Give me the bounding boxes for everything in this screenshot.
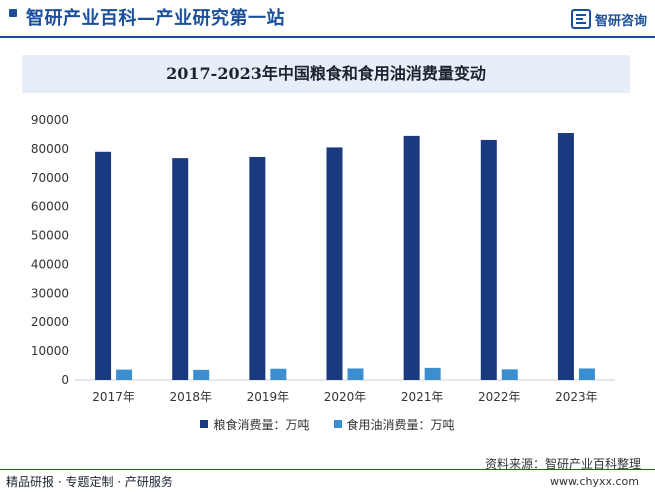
y-tick-label: 50000 — [31, 229, 69, 243]
footer-services: 精品研报 · 专题定制 · 产研服务 — [6, 475, 173, 489]
y-tick-label: 20000 — [31, 315, 69, 329]
header-divider — [0, 36, 655, 38]
chart-title-band: 2017-2023年中国粮食和食用油消费量变动 — [22, 55, 630, 93]
legend-item-oil: 食用油消费量：万吨 — [333, 416, 455, 433]
bar-grain — [326, 147, 343, 380]
footer-divider — [0, 469, 655, 470]
bar-grain — [403, 135, 420, 380]
y-tick-label: 30000 — [31, 286, 69, 300]
y-tick-label: 40000 — [31, 257, 69, 271]
y-tick-label: 80000 — [31, 142, 69, 156]
bar-oil — [116, 369, 133, 380]
x-tick-label: 2017年 — [92, 390, 135, 404]
y-tick-label: 90000 — [31, 113, 69, 127]
legend-swatch-grain — [200, 420, 209, 428]
logo-mark-icon — [570, 9, 591, 29]
legend-label-oil: 食用油消费量：万吨 — [346, 417, 455, 432]
bar-grain — [172, 158, 189, 380]
x-tick-label: 2022年 — [478, 390, 521, 404]
x-tick-label: 2021年 — [401, 390, 444, 404]
data-source: 资料来源：智研产业百科整理 — [484, 457, 641, 471]
x-tick-label: 2018年 — [169, 390, 212, 404]
y-tick-label: 10000 — [31, 344, 69, 358]
footer-website[interactable]: www.chyxx.com — [549, 475, 639, 488]
bar-chart: 0 10000 20000 30000 40000 50000 60000 70000 8000… — [31, 113, 615, 404]
bar-oil — [347, 368, 364, 380]
bar-grain — [557, 133, 574, 380]
legend-item-grain: 粮食消费量：万吨 — [200, 416, 310, 433]
brand-logo[interactable]: 智研咨询 — [570, 8, 647, 30]
y-tick-label: 60000 — [31, 200, 69, 214]
bar-oil — [193, 369, 210, 380]
legend-label-grain: 粮食消费量：万吨 — [213, 417, 310, 432]
bar-grain — [249, 156, 266, 380]
bar-grain — [480, 139, 497, 380]
x-tick-label: 2019年 — [247, 390, 290, 404]
bar-oil — [270, 368, 287, 380]
x-tick-label: 2020年 — [324, 390, 367, 404]
bar-oil — [578, 368, 595, 380]
chart-title: 2017-2023年中国粮食和食用油消费量变动 — [166, 64, 486, 83]
bar-grain — [95, 151, 112, 380]
bar-oil — [501, 369, 518, 380]
y-tick-label: 70000 — [31, 171, 69, 185]
bar-oil — [424, 367, 441, 380]
chart-legend: 粮食消费量：万吨 食用油消费量：万吨 — [0, 414, 655, 434]
header-bullet-icon — [9, 9, 17, 17]
x-tick-label: 2023年 — [555, 390, 598, 404]
legend-swatch-oil — [333, 420, 342, 428]
logo-text: 智研咨询 — [594, 13, 647, 29]
y-tick-label: 0 — [61, 373, 69, 387]
header-bar: 智研产业百科—产业研究第一站 智研咨询 — [0, 0, 655, 36]
site-title: 智研产业百科—产业研究第一站 — [26, 8, 285, 29]
